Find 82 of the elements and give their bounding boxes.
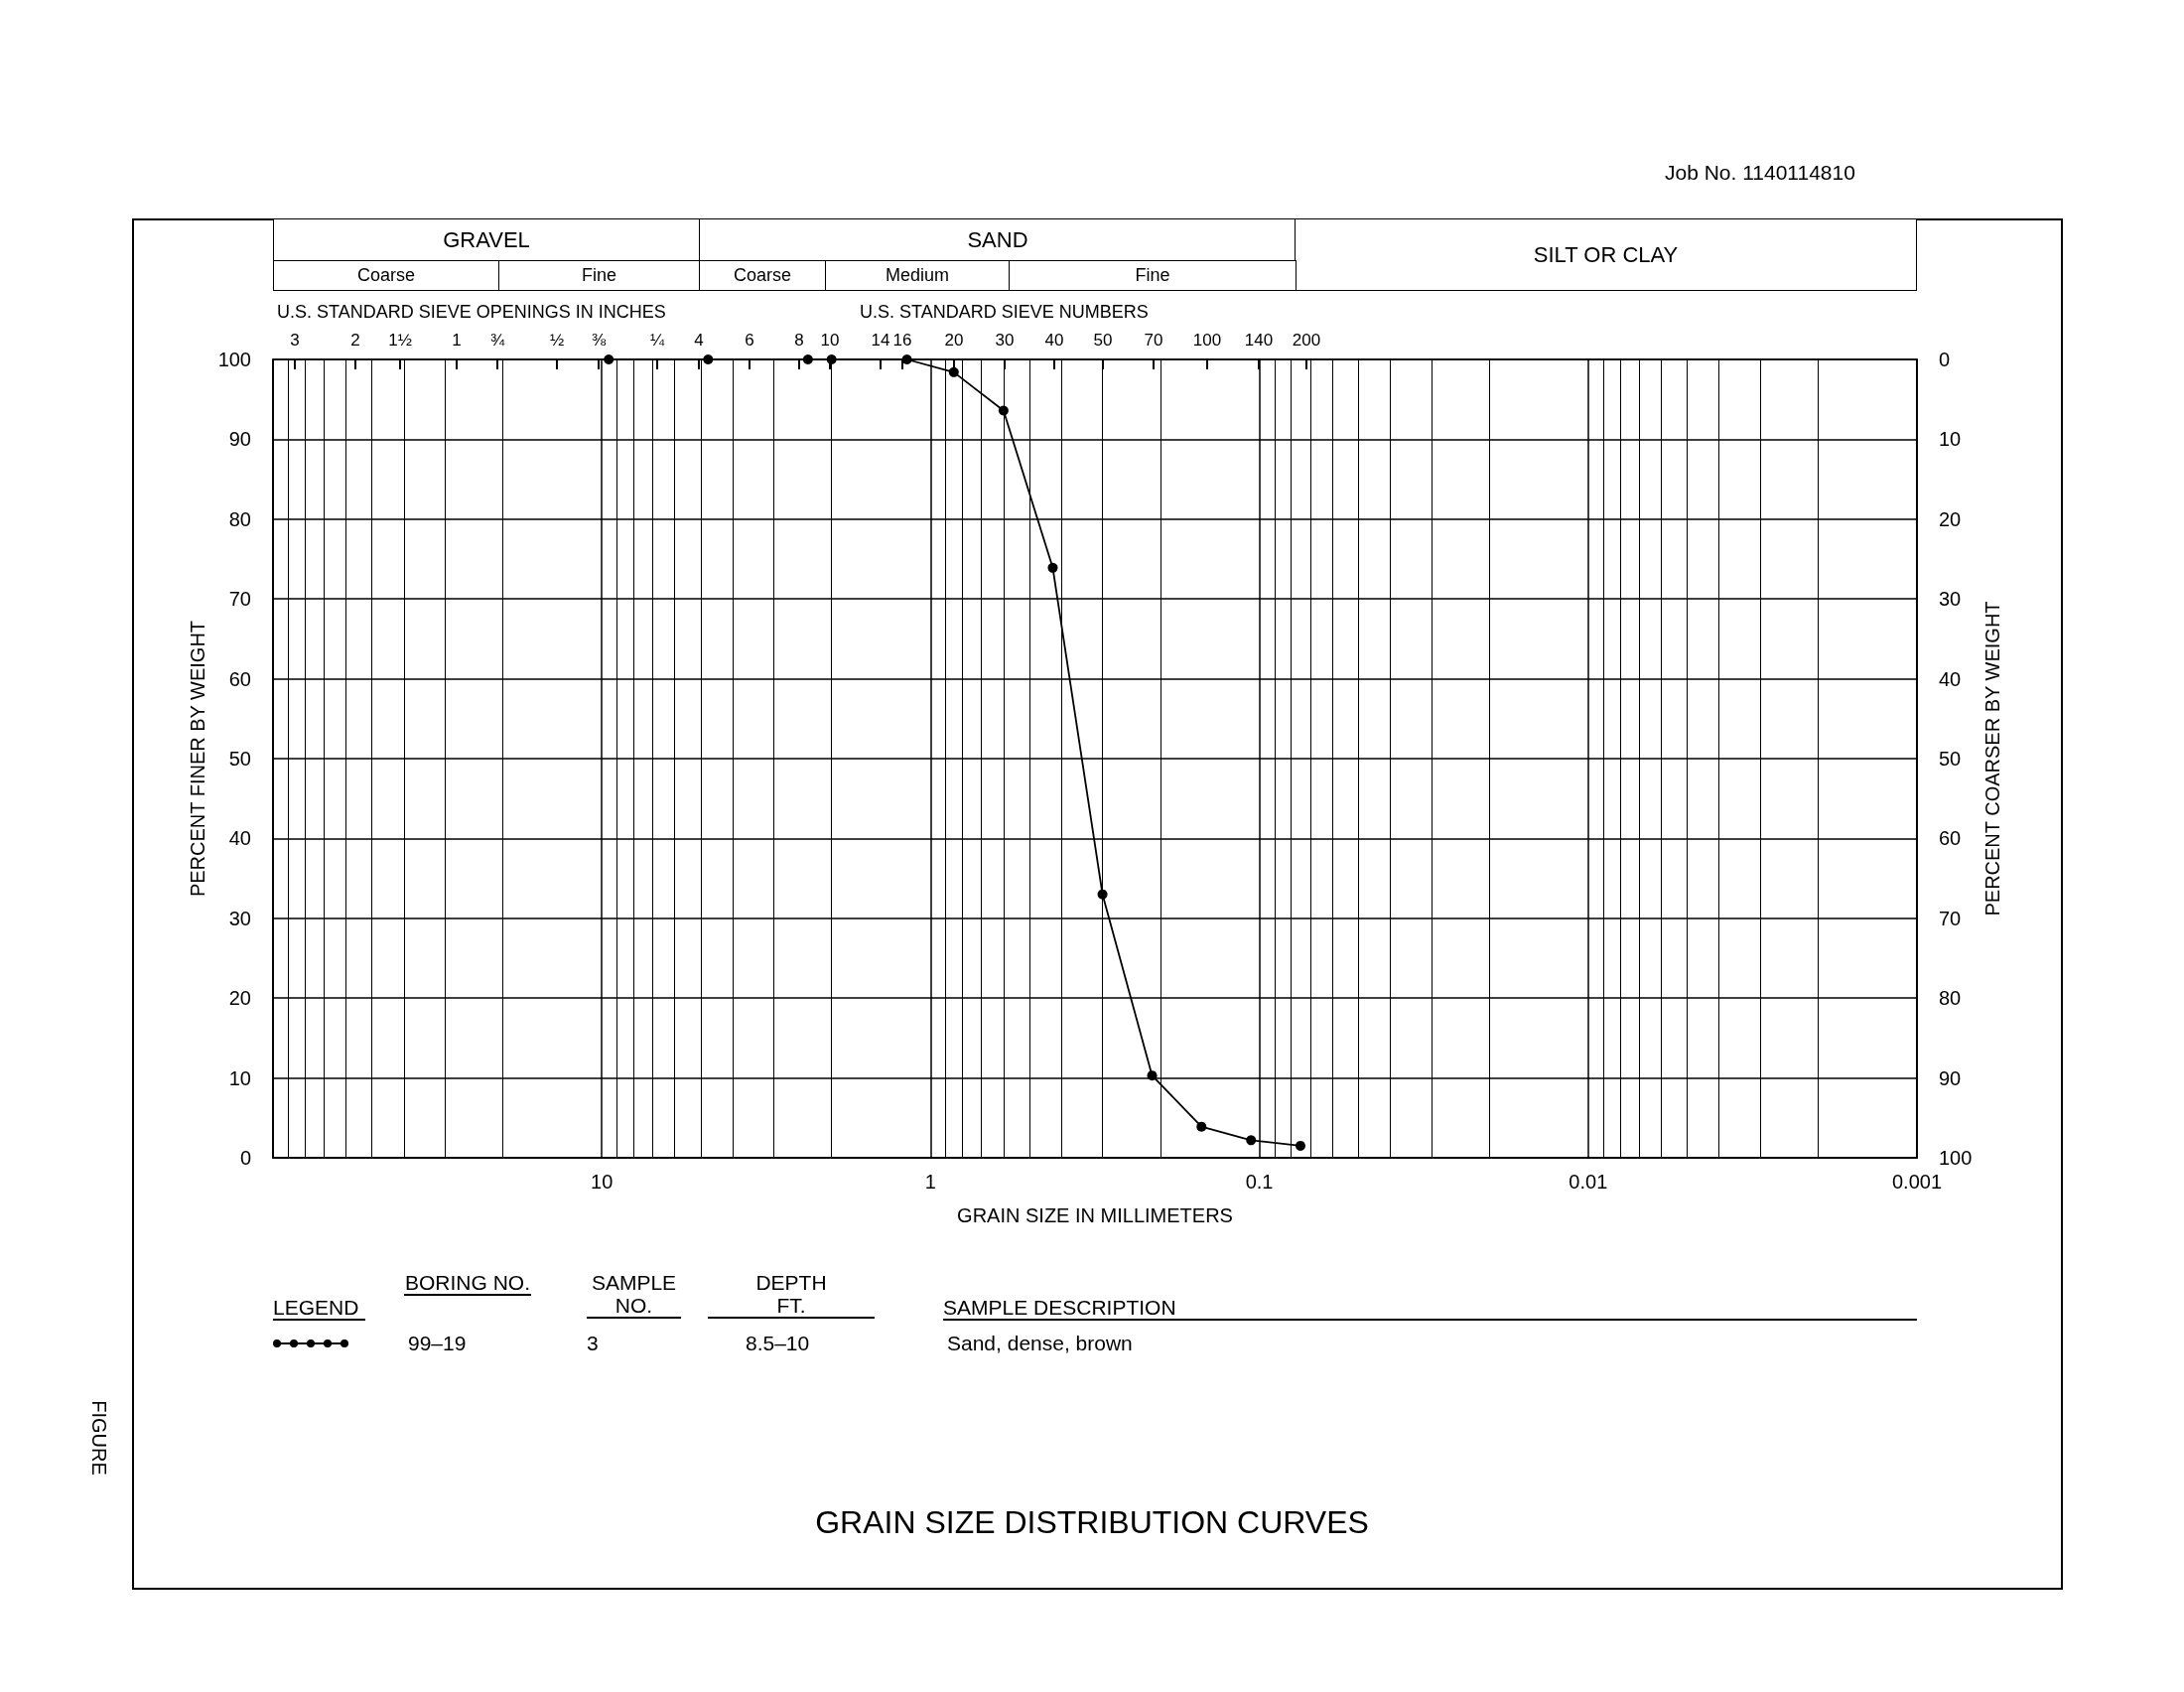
y-tick-label: 40 <box>228 827 251 850</box>
text: 1½ <box>388 331 412 351</box>
text: 14 <box>871 331 890 351</box>
text: FIGURE <box>87 1400 110 1476</box>
y2-tick-label: 100 <box>1939 1147 1973 1169</box>
y2-tick-label: 0 <box>1939 349 1951 370</box>
text: 2 <box>350 331 360 351</box>
y-tick-label: 0 <box>239 1147 251 1169</box>
text: 3 <box>290 331 300 351</box>
point <box>1196 1121 1207 1132</box>
y2-axis-title: PERCENT COARSER BY WEIGHT <box>1981 601 2004 916</box>
text: SAND <box>699 218 1297 261</box>
y-tick-label: 80 <box>228 507 251 530</box>
x-tick-label: 0.01 <box>1569 1171 1608 1193</box>
text: 10 <box>820 331 840 351</box>
text: 20 <box>944 331 964 351</box>
text: 99–19 <box>408 1332 467 1355</box>
y2-tick-label: 60 <box>1939 827 1962 850</box>
y2-tick-label: 80 <box>1939 987 1962 1010</box>
text: Medium <box>825 260 1010 291</box>
text: 8.5–10 <box>746 1332 810 1355</box>
text: GRAVEL <box>273 218 700 261</box>
text: Fine <box>498 260 700 291</box>
point <box>948 366 959 377</box>
y2-tick-label: 70 <box>1939 907 1962 929</box>
text: ⅜ <box>591 331 607 351</box>
text: 6 <box>745 331 754 351</box>
text: 140 <box>1244 331 1274 351</box>
y-tick-label: 30 <box>228 907 251 929</box>
text: Sand, dense, brown <box>947 1332 1133 1355</box>
text: BORING NO. <box>404 1271 531 1297</box>
text: SAMPLE NO. <box>587 1271 681 1320</box>
text: Fine <box>1009 260 1297 291</box>
text: 70 <box>1144 331 1163 351</box>
text: LEGEND <box>273 1296 365 1322</box>
text: 8 <box>794 331 804 351</box>
y2-tick-label: 40 <box>1939 667 1962 690</box>
text: 16 <box>892 331 912 351</box>
x-axis-title: GRAIN SIZE IN MILLIMETERS <box>957 1204 1233 1226</box>
y-tick-label: 90 <box>228 428 251 451</box>
text: Coarse <box>273 260 499 291</box>
text: 200 <box>1292 331 1321 351</box>
y2-tick-label: 50 <box>1939 748 1962 770</box>
text: U.S. STANDARD SIEVE OPENINGS IN INCHES <box>277 302 666 323</box>
y-tick-label: 20 <box>228 987 251 1010</box>
text: 1 <box>452 331 462 351</box>
y-tick-label: 100 <box>217 349 251 370</box>
text: U.S. STANDARD SIEVE NUMBERS <box>860 302 1149 323</box>
text: 40 <box>1044 331 1064 351</box>
text: 50 <box>1093 331 1113 351</box>
text: Coarse <box>699 260 826 291</box>
text: Job No. 1140114810 <box>1665 161 1855 185</box>
point <box>1246 1135 1257 1146</box>
y2-tick-label: 30 <box>1939 588 1962 611</box>
y-tick-label: 70 <box>228 588 251 611</box>
point <box>998 405 1009 416</box>
text: SILT OR CLAY <box>1295 218 1917 291</box>
point <box>1097 889 1108 900</box>
text: 30 <box>995 331 1015 351</box>
text: 3 <box>587 1332 599 1355</box>
y-tick-label: 50 <box>228 748 251 770</box>
point <box>1047 562 1058 573</box>
y-tick-label: 10 <box>228 1066 251 1089</box>
x-tick-label: 1 <box>924 1171 936 1193</box>
y2-tick-label: 20 <box>1939 507 1962 530</box>
y2-tick-label: 90 <box>1939 1066 1962 1089</box>
text: ¾ <box>489 331 505 351</box>
point <box>1147 1070 1158 1081</box>
x-tick-label: 10 <box>591 1171 614 1193</box>
x-tick-label: 0.1 <box>1245 1171 1274 1193</box>
point <box>1295 1140 1305 1151</box>
text: DEPTH FT. <box>708 1271 875 1320</box>
x-tick-label: 0.001 <box>1891 1171 1943 1193</box>
y2-tick-label: 10 <box>1939 428 1962 451</box>
text: 100 <box>1192 331 1222 351</box>
text: ¼ <box>649 331 665 351</box>
text: SAMPLE DESCRIPTION <box>943 1296 1917 1322</box>
y-axis-title: PERCENT FINER BY WEIGHT <box>186 620 208 898</box>
text: GRAIN SIZE DISTRIBUTION CURVES <box>815 1504 1369 1540</box>
text: 4 <box>694 331 704 351</box>
y-tick-label: 60 <box>228 667 251 690</box>
text: ½ <box>549 331 565 351</box>
